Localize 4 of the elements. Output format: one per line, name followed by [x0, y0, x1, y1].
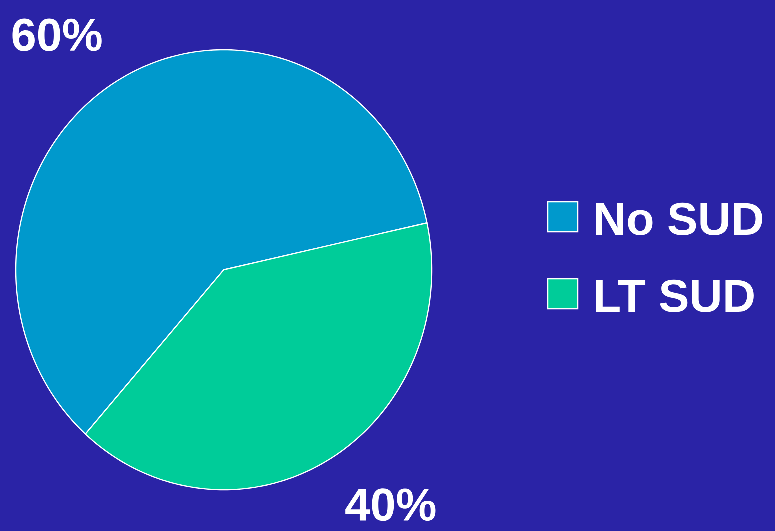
data-label: 40%	[346, 488, 436, 522]
legend-label: No SUD	[596, 202, 762, 236]
legend-label: LT SUD	[596, 280, 754, 312]
data-label: 60%	[12, 18, 102, 52]
